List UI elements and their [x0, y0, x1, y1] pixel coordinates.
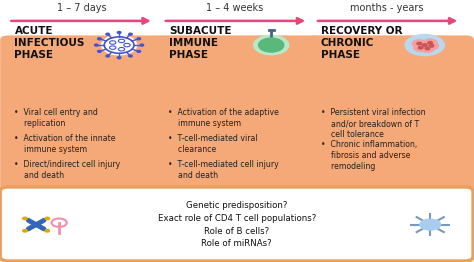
Text: •  Persistent viral infection
    and/or breakdown of T
    cell tolerance: • Persistent viral infection and/or brea…	[321, 108, 426, 139]
Text: 1 – 4 weeks: 1 – 4 weeks	[206, 3, 263, 13]
Text: •  Activation of the adaptive
    immune system: • Activation of the adaptive immune syst…	[168, 108, 279, 128]
Text: Genetic predisposition?
Exact role of CD4 T cell populations?
Role of B cells?
R: Genetic predisposition? Exact role of CD…	[157, 201, 316, 248]
Circle shape	[106, 55, 109, 57]
Text: •  T-cell-mediated viral
    clearance: • T-cell-mediated viral clearance	[168, 134, 258, 154]
Text: •  Chronic inflammation,
    fibrosis and adverse
    remodeling: • Chronic inflammation, fibrosis and adv…	[321, 140, 418, 171]
Circle shape	[129, 33, 132, 35]
Circle shape	[422, 44, 427, 46]
Text: months - years: months - years	[350, 3, 423, 13]
FancyBboxPatch shape	[308, 35, 474, 191]
Circle shape	[101, 35, 137, 55]
Circle shape	[140, 44, 144, 46]
Text: ACUTE
INFECTIOUS
PHASE: ACUTE INFECTIOUS PHASE	[15, 26, 85, 60]
Circle shape	[424, 42, 439, 50]
Circle shape	[23, 217, 27, 220]
Text: 1 – 7 days: 1 – 7 days	[57, 3, 107, 13]
Text: •  Direct/indirect cell injury
    and death: • Direct/indirect cell injury and death	[14, 160, 120, 180]
Circle shape	[118, 57, 121, 59]
Circle shape	[45, 217, 49, 220]
Circle shape	[419, 46, 423, 49]
Circle shape	[425, 47, 430, 50]
Circle shape	[98, 38, 101, 40]
FancyBboxPatch shape	[0, 187, 473, 261]
Circle shape	[137, 38, 141, 40]
Text: •  Activation of the innate
    immune system: • Activation of the innate immune system	[14, 134, 116, 154]
Circle shape	[254, 35, 289, 55]
Circle shape	[417, 41, 432, 49]
Circle shape	[23, 230, 27, 232]
FancyBboxPatch shape	[155, 35, 321, 191]
FancyBboxPatch shape	[0, 35, 166, 191]
Text: •  Viral cell entry and
    replication: • Viral cell entry and replication	[14, 108, 98, 128]
Circle shape	[413, 44, 428, 52]
Circle shape	[412, 40, 427, 48]
Circle shape	[429, 45, 434, 47]
Circle shape	[420, 44, 435, 52]
Circle shape	[428, 42, 432, 44]
Circle shape	[95, 44, 98, 46]
Circle shape	[129, 55, 132, 57]
Circle shape	[423, 39, 438, 47]
Circle shape	[259, 38, 284, 52]
Text: SUBACUTE
IMMUNE
PHASE: SUBACUTE IMMUNE PHASE	[169, 26, 231, 60]
Text: •  T-cell-mediated cell injury
    and death: • T-cell-mediated cell injury and death	[168, 160, 279, 180]
Text: RECOVERY OR
CHRONIC
PHASE: RECOVERY OR CHRONIC PHASE	[321, 26, 402, 60]
Circle shape	[419, 219, 441, 231]
Circle shape	[118, 31, 121, 34]
Circle shape	[137, 50, 141, 52]
Circle shape	[98, 50, 101, 52]
Circle shape	[404, 34, 445, 56]
Circle shape	[45, 230, 49, 232]
Circle shape	[106, 33, 109, 35]
Circle shape	[417, 42, 421, 45]
